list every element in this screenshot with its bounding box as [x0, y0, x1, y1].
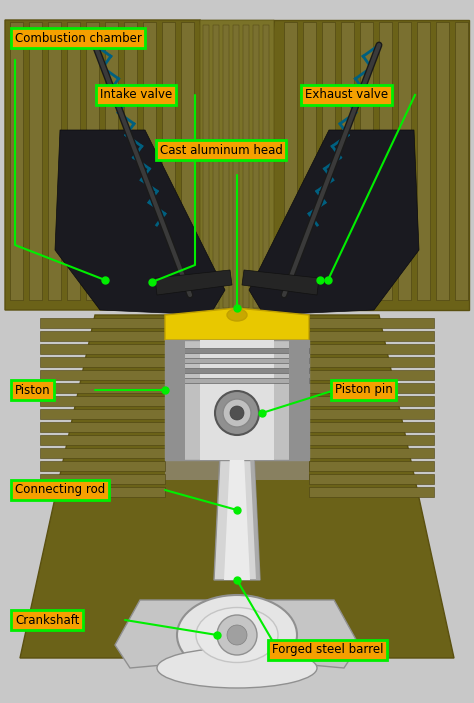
Polygon shape: [213, 25, 219, 308]
Polygon shape: [162, 22, 175, 300]
Polygon shape: [40, 422, 165, 432]
Polygon shape: [309, 396, 434, 406]
Text: Cast aluminum head: Cast aluminum head: [160, 143, 283, 157]
Polygon shape: [40, 409, 165, 419]
Polygon shape: [309, 487, 434, 497]
Polygon shape: [398, 22, 411, 300]
Polygon shape: [29, 22, 42, 300]
Polygon shape: [250, 455, 260, 580]
Polygon shape: [309, 422, 434, 432]
Polygon shape: [309, 409, 434, 419]
Circle shape: [215, 391, 259, 435]
Polygon shape: [309, 318, 434, 328]
Polygon shape: [86, 22, 99, 300]
Polygon shape: [40, 435, 165, 445]
Polygon shape: [223, 25, 229, 308]
Polygon shape: [379, 22, 392, 300]
Polygon shape: [249, 130, 419, 315]
Polygon shape: [124, 22, 137, 300]
Text: Combustion chamber: Combustion chamber: [15, 32, 142, 44]
Polygon shape: [341, 22, 354, 300]
Polygon shape: [165, 315, 309, 480]
Polygon shape: [233, 25, 239, 308]
Polygon shape: [115, 600, 220, 668]
Polygon shape: [309, 344, 434, 354]
Polygon shape: [224, 455, 250, 580]
Polygon shape: [436, 22, 449, 300]
Polygon shape: [40, 344, 165, 354]
Polygon shape: [55, 130, 225, 315]
Circle shape: [223, 399, 251, 427]
Polygon shape: [40, 448, 165, 458]
Polygon shape: [243, 25, 249, 308]
Polygon shape: [263, 25, 269, 308]
Polygon shape: [214, 455, 260, 580]
Polygon shape: [242, 270, 319, 295]
Text: Exhaust valve: Exhaust valve: [305, 89, 388, 101]
Polygon shape: [253, 25, 259, 308]
Text: Piston: Piston: [15, 384, 51, 396]
Polygon shape: [165, 348, 309, 353]
Polygon shape: [165, 358, 309, 363]
Polygon shape: [289, 340, 309, 460]
Polygon shape: [303, 22, 316, 300]
Polygon shape: [309, 461, 434, 471]
Polygon shape: [165, 378, 309, 383]
Polygon shape: [254, 600, 359, 668]
Circle shape: [227, 625, 247, 645]
Polygon shape: [5, 20, 235, 310]
Polygon shape: [165, 368, 309, 373]
Polygon shape: [309, 474, 434, 484]
Polygon shape: [40, 487, 165, 497]
Polygon shape: [200, 340, 274, 460]
Ellipse shape: [196, 607, 278, 662]
Polygon shape: [417, 22, 430, 300]
Polygon shape: [105, 22, 118, 300]
Ellipse shape: [157, 648, 317, 688]
Polygon shape: [40, 383, 165, 393]
Polygon shape: [284, 22, 297, 300]
Polygon shape: [165, 340, 185, 460]
Polygon shape: [309, 370, 434, 380]
Polygon shape: [40, 396, 165, 406]
Polygon shape: [40, 331, 165, 341]
Polygon shape: [10, 22, 23, 300]
Polygon shape: [309, 383, 434, 393]
Ellipse shape: [227, 309, 247, 321]
Polygon shape: [165, 308, 309, 340]
Polygon shape: [40, 318, 165, 328]
Text: Crankshaft: Crankshaft: [15, 614, 79, 626]
Polygon shape: [239, 20, 469, 310]
Polygon shape: [155, 270, 232, 295]
Polygon shape: [40, 370, 165, 380]
Text: Intake valve: Intake valve: [100, 89, 172, 101]
Polygon shape: [200, 20, 274, 315]
Polygon shape: [40, 357, 165, 367]
Polygon shape: [322, 22, 335, 300]
Text: Forged steel barrel: Forged steel barrel: [272, 643, 383, 657]
Text: Connecting rod: Connecting rod: [15, 484, 105, 496]
Polygon shape: [67, 22, 80, 300]
Polygon shape: [40, 461, 165, 471]
Polygon shape: [20, 315, 454, 658]
Polygon shape: [360, 22, 373, 300]
Polygon shape: [48, 22, 61, 300]
Polygon shape: [165, 340, 309, 460]
Polygon shape: [40, 474, 165, 484]
Polygon shape: [455, 22, 468, 300]
Ellipse shape: [177, 595, 297, 675]
Polygon shape: [203, 25, 209, 308]
Polygon shape: [181, 22, 194, 300]
Polygon shape: [309, 331, 434, 341]
Text: Piston pin: Piston pin: [335, 384, 393, 396]
Circle shape: [230, 406, 244, 420]
Polygon shape: [143, 22, 156, 300]
Polygon shape: [309, 357, 434, 367]
Polygon shape: [309, 435, 434, 445]
Circle shape: [217, 615, 257, 655]
Polygon shape: [309, 448, 434, 458]
